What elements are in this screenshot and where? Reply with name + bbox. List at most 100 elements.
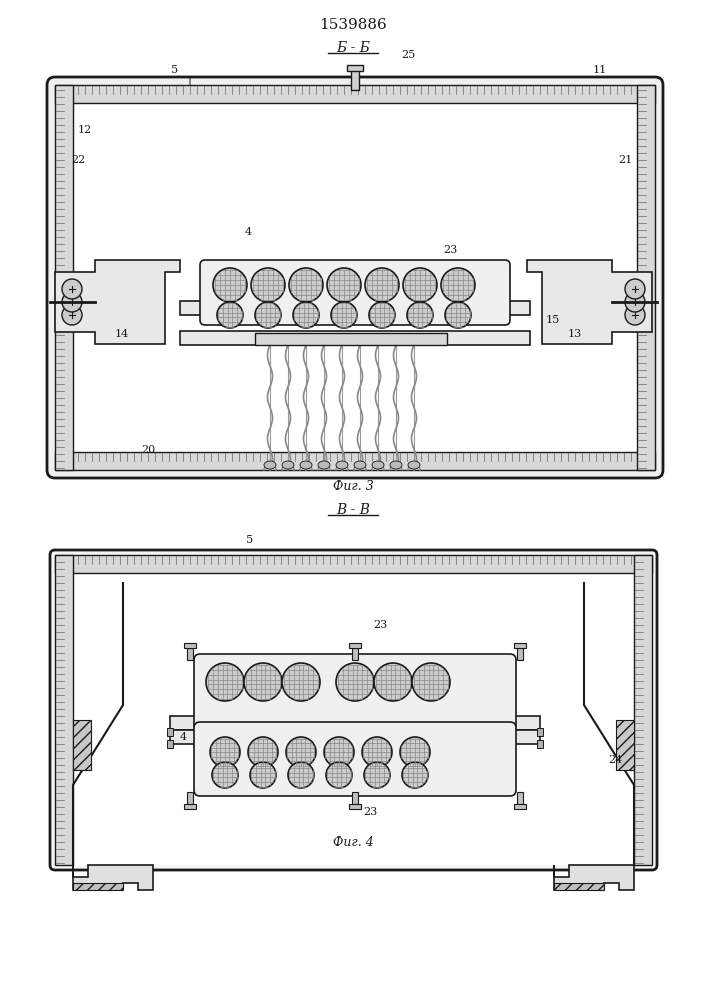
Text: 22: 22	[71, 155, 85, 165]
Ellipse shape	[251, 268, 285, 302]
Ellipse shape	[244, 663, 282, 701]
Ellipse shape	[210, 737, 240, 767]
Text: 12: 12	[78, 125, 92, 135]
Text: 23: 23	[443, 245, 457, 255]
Ellipse shape	[364, 762, 390, 788]
Bar	[73, 720, 91, 770]
FancyBboxPatch shape	[200, 260, 510, 325]
Bar	[167, 728, 173, 736]
Ellipse shape	[264, 461, 276, 469]
Bar	[351, 70, 359, 90]
Ellipse shape	[300, 461, 312, 469]
Bar	[537, 740, 543, 748]
Ellipse shape	[326, 762, 352, 788]
Ellipse shape	[369, 302, 395, 328]
Text: 13: 13	[568, 329, 582, 339]
Text: 23: 23	[373, 620, 387, 630]
Bar	[517, 792, 523, 804]
Ellipse shape	[324, 737, 354, 767]
Ellipse shape	[362, 737, 392, 767]
Text: 4: 4	[180, 732, 187, 742]
Text: В - В: В - В	[336, 503, 370, 517]
Ellipse shape	[318, 461, 330, 469]
Ellipse shape	[206, 663, 244, 701]
Text: Б - Б: Б - Б	[336, 41, 370, 55]
FancyBboxPatch shape	[68, 98, 642, 457]
Circle shape	[625, 292, 645, 312]
Ellipse shape	[213, 268, 247, 302]
Ellipse shape	[336, 461, 348, 469]
Bar	[180, 331, 530, 345]
Bar	[187, 792, 193, 804]
Ellipse shape	[250, 762, 276, 788]
Ellipse shape	[282, 663, 320, 701]
Ellipse shape	[331, 302, 357, 328]
Bar	[73, 883, 123, 890]
Bar	[184, 804, 196, 809]
Text: 20: 20	[141, 445, 155, 455]
Bar	[170, 730, 540, 744]
Ellipse shape	[327, 268, 361, 302]
FancyBboxPatch shape	[47, 77, 663, 478]
Bar	[55, 555, 73, 865]
Polygon shape	[554, 865, 634, 890]
Ellipse shape	[217, 302, 243, 328]
Text: 21: 21	[618, 155, 632, 165]
Text: 5: 5	[171, 65, 179, 75]
Ellipse shape	[212, 762, 238, 788]
Bar	[616, 720, 634, 770]
Bar	[347, 65, 363, 71]
Polygon shape	[55, 260, 180, 344]
Ellipse shape	[289, 268, 323, 302]
Ellipse shape	[407, 302, 433, 328]
Bar	[55, 85, 655, 103]
Bar	[514, 643, 526, 648]
Text: Фиг. 4: Фиг. 4	[332, 836, 373, 848]
Bar	[349, 643, 361, 648]
Ellipse shape	[248, 737, 278, 767]
Bar	[55, 452, 655, 470]
Bar	[554, 883, 604, 890]
Ellipse shape	[412, 663, 450, 701]
Bar	[537, 728, 543, 736]
Bar	[352, 792, 358, 804]
FancyBboxPatch shape	[50, 550, 657, 870]
Ellipse shape	[400, 737, 430, 767]
Bar	[349, 804, 361, 809]
Ellipse shape	[441, 268, 475, 302]
Ellipse shape	[408, 461, 420, 469]
Bar	[170, 716, 540, 730]
Ellipse shape	[286, 737, 316, 767]
Circle shape	[625, 279, 645, 299]
Circle shape	[625, 305, 645, 325]
Text: 15: 15	[546, 315, 560, 325]
Bar	[184, 643, 196, 648]
Ellipse shape	[374, 663, 412, 701]
Bar	[637, 85, 655, 470]
Ellipse shape	[288, 762, 314, 788]
Text: 11: 11	[593, 65, 607, 75]
Bar	[167, 740, 173, 748]
Circle shape	[62, 292, 82, 312]
Ellipse shape	[372, 461, 384, 469]
Ellipse shape	[293, 302, 319, 328]
Bar	[55, 85, 73, 470]
Bar	[352, 648, 358, 660]
Bar	[187, 648, 193, 660]
Bar	[517, 648, 523, 660]
Polygon shape	[527, 260, 652, 344]
Ellipse shape	[354, 461, 366, 469]
Text: 1539886: 1539886	[319, 18, 387, 32]
Circle shape	[62, 279, 82, 299]
Ellipse shape	[403, 268, 437, 302]
Bar	[255, 333, 447, 345]
Circle shape	[62, 305, 82, 325]
Bar	[634, 555, 652, 865]
Ellipse shape	[282, 461, 294, 469]
Text: 23: 23	[363, 807, 377, 817]
Ellipse shape	[255, 302, 281, 328]
Text: Фиг. 3: Фиг. 3	[332, 481, 373, 493]
Text: 25: 25	[401, 50, 415, 60]
Ellipse shape	[365, 268, 399, 302]
Bar	[180, 301, 530, 315]
